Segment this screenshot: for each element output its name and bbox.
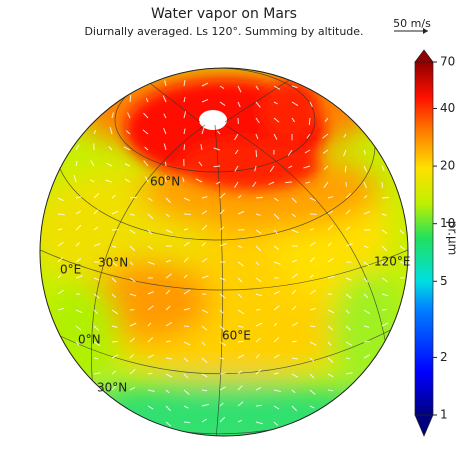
wind-vector [285, 182, 292, 183]
wind-vector [256, 405, 262, 406]
wind-vector [184, 144, 185, 150]
wind-vector [165, 162, 166, 166]
colorbar-tick-label: 70 [440, 55, 455, 69]
wind-vector [310, 326, 315, 327]
colorbar-tick-label: 1 [440, 408, 448, 422]
colorbar-tick-label: 5 [440, 274, 448, 288]
wind-vector [256, 197, 263, 198]
wind-vector [184, 422, 190, 423]
wind-vector [130, 95, 131, 102]
grid-label: 0°E [60, 263, 81, 277]
wind-vector [184, 326, 189, 327]
wind-vector [328, 390, 333, 391]
colorbar-tick-label: 40 [440, 101, 455, 115]
wind-vector [256, 150, 257, 157]
grid-label: 60°E [222, 329, 251, 343]
wind-vector [382, 197, 389, 198]
grid-label: 30°N [97, 381, 127, 395]
wind-vector [112, 341, 118, 342]
wind-vector [58, 214, 65, 215]
colorbar-tick-label: 20 [440, 159, 455, 173]
map-subtitle: Diurnally averaged. Ls 120°. Summing by … [84, 25, 363, 38]
grid-label: 0°N [78, 333, 101, 347]
wind-vector [130, 197, 137, 198]
map-title: Water vapor on Mars [151, 6, 297, 22]
globe [20, 50, 430, 445]
vector-key-label: 50 m/s [393, 17, 431, 30]
colorbar-tick-label: 2 [440, 350, 448, 364]
colorbar-tick-label: 10 [440, 216, 455, 230]
grid-label: 30°N [98, 256, 128, 270]
grid-label: 60°N [150, 175, 180, 189]
grid-label: 120°E [374, 255, 411, 269]
